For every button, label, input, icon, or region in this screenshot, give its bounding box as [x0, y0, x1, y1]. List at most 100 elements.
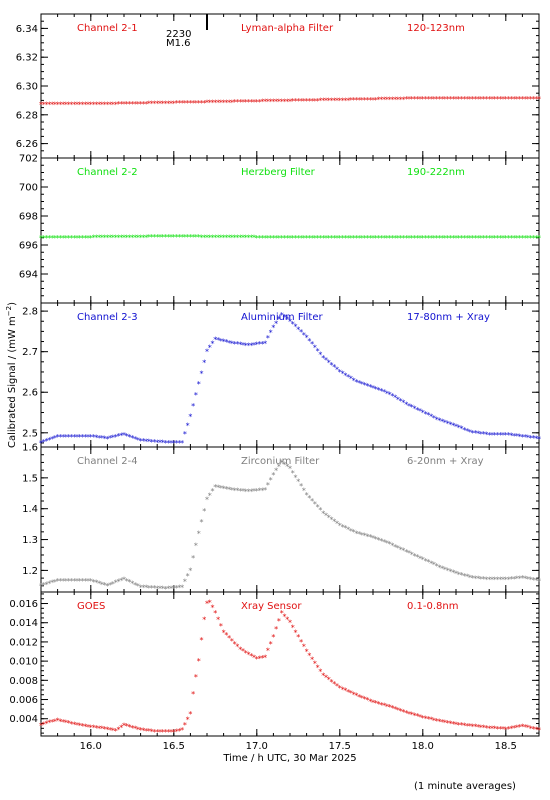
panel-4-data-point: *: [496, 576, 500, 585]
panel-1-data-point: *: [515, 95, 519, 104]
panel-1-data-point: *: [410, 95, 414, 104]
panel-3-data-point: *: [105, 435, 109, 444]
panel-3-data-point: *: [305, 333, 309, 342]
panel-3-data-point: *: [407, 402, 411, 411]
panel-2-data-point: *: [313, 234, 317, 243]
panel-2-data-point: *: [457, 234, 461, 243]
panel-2-ytick-label: 694: [19, 270, 38, 281]
panel-3-data-point: *: [382, 388, 386, 397]
panel-4-data-point: *: [235, 487, 239, 496]
panel-1-data-point: *: [404, 95, 408, 104]
panel-5-data-point: *: [368, 697, 372, 706]
panel-3-data-point: *: [346, 373, 350, 382]
panel-4-data-point: *: [484, 575, 488, 584]
panel-3-data-point: *: [484, 430, 488, 439]
panel-4-data-point: *: [53, 578, 57, 587]
panel-1-data-point: *: [512, 95, 516, 104]
panel-2-data-point: *: [388, 234, 392, 243]
panel-2-data-point: *: [116, 234, 120, 243]
panel-3-data-point: *: [338, 368, 342, 377]
panel-3-data-point: *: [377, 386, 381, 395]
panel-1-data-point: *: [529, 95, 533, 104]
panel-3-data-point: *: [202, 358, 206, 367]
panel-3-data-point: *: [94, 434, 98, 443]
panel-5-data-point: *: [509, 724, 513, 733]
panel-1-data-point: *: [81, 101, 85, 110]
panel-5-data-point: *: [526, 724, 530, 733]
panel-2-data-point: *: [294, 234, 298, 243]
panel-1-data-point: *: [53, 101, 57, 110]
panel-5-data-point: *: [437, 718, 441, 727]
panel-2-data-point: *: [471, 234, 475, 243]
panel-4-data-point: *: [114, 579, 118, 588]
panel-4-data-point: *: [341, 523, 345, 532]
panel-4-data-point: *: [318, 506, 322, 515]
panel-1-ytick-label: 6.26: [16, 139, 38, 150]
panel-5-data-point: *: [183, 721, 187, 730]
panel-3-data-point: *: [424, 410, 428, 419]
panel-5-data-point: *: [432, 716, 436, 725]
panel-2-data-point: *: [413, 234, 417, 243]
panel-4-data-point: *: [45, 580, 49, 589]
panel-2-data-point: *: [518, 234, 522, 243]
panel-1-data-point: *: [211, 99, 215, 108]
panel-4-data-point: *: [274, 467, 278, 476]
panel-1-data-point: *: [365, 96, 369, 105]
panel-3-data-point: *: [177, 439, 181, 448]
panel-5-data-point: *: [324, 674, 328, 683]
panel-4-data-point: *: [94, 579, 98, 588]
panel-2-data-point: *: [147, 233, 151, 242]
panel-1-data-point: *: [390, 95, 394, 104]
panel-3-data-point: *: [332, 363, 336, 372]
panel-4-data-point: *: [122, 576, 126, 585]
panel-4-data-point: *: [130, 580, 134, 589]
panel-3-data-point: *: [89, 433, 93, 442]
panel-4-data-point: *: [512, 575, 516, 584]
panel-4-data-point: *: [111, 580, 115, 589]
panel-2-data-point: *: [144, 233, 148, 242]
panel-4-data-point: *: [534, 577, 538, 586]
panel-1-data-point: *: [194, 99, 198, 108]
panel-2-data-point: *: [141, 233, 145, 242]
panel-2-data-point: *: [341, 234, 345, 243]
panel-4-data-point: *: [448, 567, 452, 576]
panel-4-data-point: *: [390, 541, 394, 550]
panel-5-data-point: *: [122, 721, 126, 730]
panel-3-data-point: *: [42, 438, 46, 447]
panel-5-data-point: *: [390, 704, 394, 713]
panel-5-data-point: *: [493, 725, 497, 734]
panel-2-data-point: *: [166, 233, 170, 242]
panel-1-data-point: *: [122, 100, 126, 109]
panel-3-data-point: *: [233, 340, 237, 349]
panel-5-data-point: *: [318, 668, 322, 677]
panel-3-data-point: *: [211, 340, 215, 349]
panel-4-data-point: *: [64, 577, 68, 586]
panel-5-data-point: *: [152, 728, 156, 737]
panel-1-data-point: *: [307, 97, 311, 106]
panel-1-data-point: *: [482, 95, 486, 104]
panel-2-data-point: *: [194, 233, 198, 242]
panel-5-data-point: *: [393, 705, 397, 714]
panel-4-data-point: *: [92, 578, 96, 587]
panel-1-data-point: *: [263, 98, 267, 107]
panel-2-data-point: *: [186, 233, 190, 242]
panel-4-data-point: *: [316, 503, 320, 512]
panel-5-data-point: *: [396, 706, 400, 715]
panel-5-data-point: *: [45, 720, 49, 729]
panel-4-data-point: *: [180, 583, 184, 592]
panel-4-data-point: *: [244, 487, 248, 496]
panel-2-data-point: *: [498, 234, 502, 243]
panel-5-data-point: *: [435, 717, 439, 726]
panel-5-data-point: *: [374, 699, 378, 708]
panel-5-ytick-label: 0.014: [9, 618, 38, 629]
panel-1-data-point: *: [241, 98, 245, 107]
panel-3-data-point: *: [432, 414, 436, 423]
panel-4-data-point: *: [139, 583, 143, 592]
panel-4-data-point: *: [152, 584, 156, 593]
panel-3-data-point: *: [81, 433, 85, 442]
panel-2-data-point: *: [529, 234, 533, 243]
panel-3-data-point: *: [56, 433, 60, 442]
panel-3-data-point: *: [496, 431, 500, 440]
panel-2-data-point: *: [224, 233, 228, 242]
panel-5-data-point: *: [468, 722, 472, 731]
